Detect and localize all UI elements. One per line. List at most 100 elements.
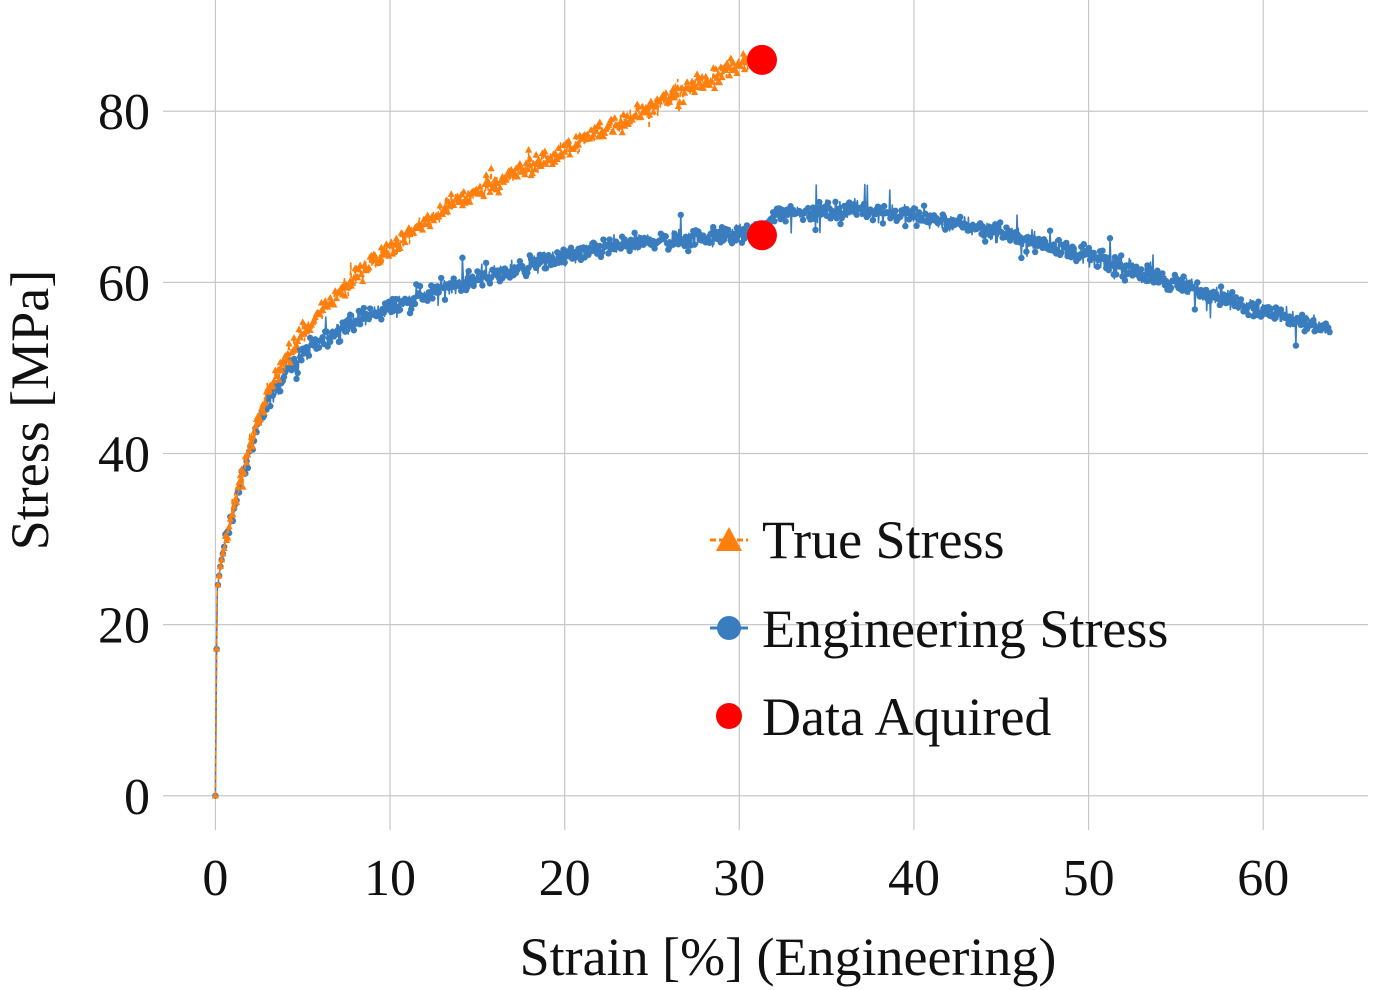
x-tick-label-0: 0: [202, 850, 228, 907]
series-point-engineering-stress: [267, 402, 274, 410]
series-point-engineering-stress: [695, 228, 702, 235]
series-point-true-stress: [666, 98, 674, 105]
series-point-engineering-stress: [1229, 288, 1236, 296]
series-point-engineering-stress: [1058, 249, 1065, 256]
series-point-engineering-stress: [710, 223, 717, 231]
series-point-engineering-stress: [425, 289, 432, 296]
series-point-true-stress: [295, 325, 303, 333]
series-point-engineering-stress: [465, 267, 472, 275]
series-point-engineering-stress: [922, 210, 929, 217]
series-point-true-stress: [211, 791, 219, 799]
series-point-true-stress: [466, 198, 474, 205]
series-point-true-stress: [447, 190, 455, 197]
series-point-engineering-stress: [811, 215, 818, 222]
series-point-engineering-stress: [603, 241, 611, 248]
series-point-engineering-stress: [479, 282, 486, 289]
series-point-true-stress: [596, 118, 604, 126]
series-point-true-stress: [535, 155, 543, 163]
series-point-true-stress: [401, 238, 409, 246]
series-point-engineering-stress: [277, 388, 284, 395]
series-point-engineering-stress: [356, 321, 364, 328]
series-point-true-stress: [681, 89, 689, 96]
series-point-true-stress: [513, 172, 522, 180]
series-point-true-stress: [286, 358, 294, 366]
series-point-true-stress: [476, 182, 484, 190]
series-point-engineering-stress: [326, 338, 334, 346]
series-point-engineering-stress: [816, 198, 823, 206]
series-point-true-stress: [220, 544, 228, 552]
series-point-true-stress: [410, 229, 418, 236]
series-point-engineering-stress: [598, 248, 606, 256]
series-point-true-stress: [485, 179, 493, 187]
series-point-true-stress: [357, 270, 366, 278]
series-point-engineering-stress: [1055, 236, 1063, 244]
series-point-true-stress: [250, 427, 258, 435]
series-point-true-stress: [609, 128, 618, 135]
x-axis-ticks: 0 10 20 30 40 50 60: [202, 850, 1289, 907]
annotation-layer: [747, 44, 778, 251]
series-point-engineering-stress: [1086, 256, 1094, 264]
series-point-engineering-stress: [323, 328, 330, 335]
series-point-true-stress: [725, 71, 734, 79]
series-point-true-stress: [418, 226, 427, 233]
series-point-true-stress: [456, 196, 464, 203]
series-point-engineering-stress: [913, 222, 920, 230]
series-point-engineering-stress: [405, 296, 412, 304]
series-engineering-stress: [212, 183, 1333, 799]
series-point-true-stress: [618, 128, 626, 136]
series-point-true-stress: [493, 179, 502, 186]
series-point-true-stress: [528, 169, 536, 177]
x-axis-label: Strain [%] (Engineering): [520, 927, 1057, 987]
series-point-engineering-stress: [979, 223, 986, 230]
series-point-engineering-stress: [346, 311, 354, 318]
series-point-engineering-stress: [1255, 298, 1262, 305]
series-point-engineering-stress: [662, 233, 670, 240]
series-point-true-stress: [332, 294, 341, 302]
series-point-true-stress: [354, 273, 362, 281]
series-point-true-stress: [225, 522, 233, 530]
legend-item-data-aquired: Data Aquired: [716, 687, 1051, 747]
series-point-engineering-stress: [1179, 287, 1186, 294]
series-point-true-stress: [436, 201, 444, 209]
y-tick-label-0: 0: [124, 769, 150, 826]
series-point-engineering-stress: [315, 344, 323, 351]
series-point-true-stress: [617, 117, 625, 125]
series-point-engineering-stress: [450, 275, 457, 282]
data-aquired-point-1: [747, 220, 778, 251]
series-point-engineering-stress: [542, 265, 550, 272]
series-point-engineering-stress: [940, 213, 948, 221]
series-point-true-stress: [702, 72, 710, 80]
series-point-true-stress: [691, 88, 699, 95]
series-point-engineering-stress: [743, 222, 751, 229]
series-point-true-stress: [715, 78, 724, 86]
series-point-engineering-stress: [732, 237, 739, 244]
series-point-true-stress: [531, 165, 539, 173]
series-point-engineering-stress: [294, 369, 301, 377]
series-point-true-stress: [692, 83, 700, 90]
series-point-engineering-stress: [459, 254, 466, 261]
legend-item-true-stress: True Stress: [710, 510, 1005, 570]
series-point-engineering-stress: [1149, 269, 1156, 277]
series-point-engineering-stress: [963, 222, 970, 229]
series-point-true-stress: [503, 171, 512, 178]
series-point-true-stress: [525, 145, 533, 153]
series-point-true-stress: [247, 433, 256, 441]
series-point-true-stress: [740, 65, 749, 73]
series-point-engineering-stress: [524, 269, 531, 276]
series-point-engineering-stress: [812, 226, 819, 234]
series-point-true-stress: [674, 102, 682, 110]
series-point-true-stress: [218, 555, 226, 563]
series-point-engineering-stress: [892, 207, 899, 215]
x-tick-label-60: 60: [1237, 850, 1289, 907]
series-point-true-stress: [712, 65, 720, 72]
series-point-true-stress: [599, 132, 608, 140]
legend: True Stress Engineering Stress Data Aqui…: [710, 510, 1168, 747]
series-point-true-stress: [592, 127, 600, 134]
series-point-true-stress: [260, 408, 268, 416]
series-point-engineering-stress: [244, 464, 252, 472]
series-point-engineering-stress: [1129, 272, 1136, 279]
legend-data-aquired-marker: [716, 703, 742, 729]
series-point-true-stress: [359, 277, 367, 285]
series-point-engineering-stress: [429, 295, 436, 302]
series-point-engineering-stress: [808, 210, 815, 217]
